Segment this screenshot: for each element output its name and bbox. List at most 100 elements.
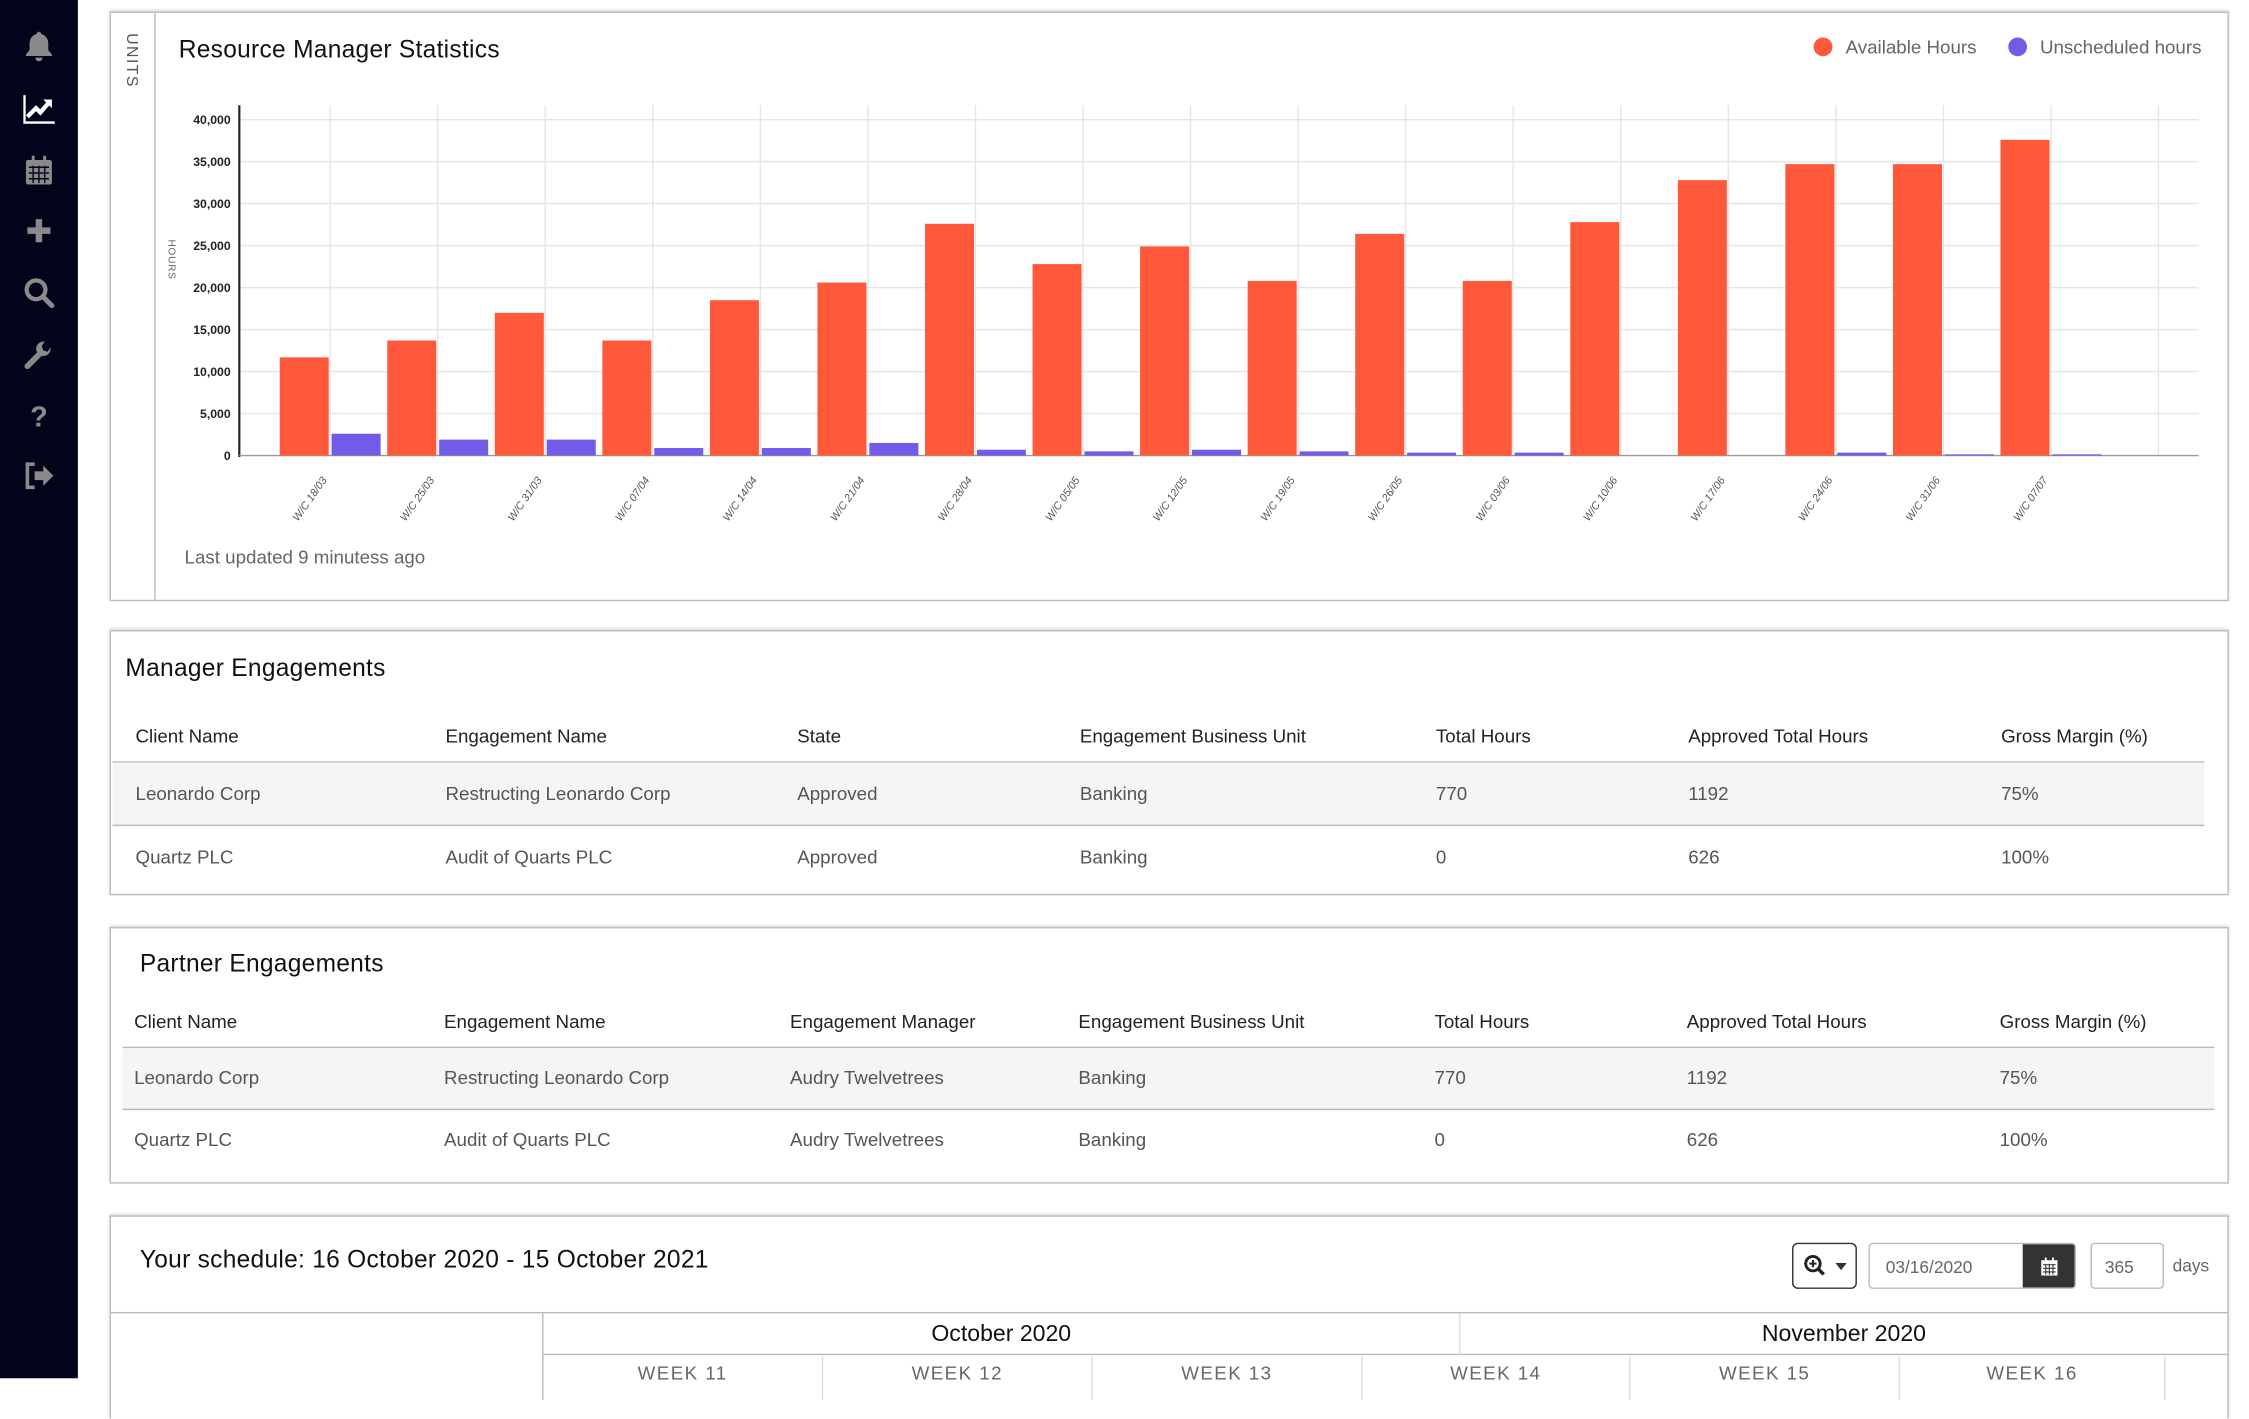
- column-header[interactable]: Approved Total Hours: [1688, 725, 1869, 747]
- table-cell: 75%: [2001, 782, 2039, 804]
- y-tick-label: 30,000: [193, 197, 231, 211]
- table-cell: Audit of Quarts PLC: [445, 845, 613, 868]
- table-header-row: Client Name Engagement Name Engagement Man…: [122, 996, 2215, 1049]
- units-panel: UNITS: [111, 12, 156, 600]
- bar-unscheduled-hours: [1191, 449, 1242, 456]
- table-cell: 770: [1435, 782, 1468, 804]
- table-row[interactable]: Quartz PLC Audit of Quarts PLC Approved Ban…: [112, 826, 2204, 888]
- bell-icon[interactable]: [17, 26, 60, 66]
- week-header[interactable]: WEEK 14: [1362, 1356, 1631, 1400]
- divider: [111, 1311, 2228, 1314]
- x-tick-label: W/C 12/05: [1151, 474, 1191, 523]
- table-cell: 770: [1434, 1066, 1466, 1089]
- y-tick-label: 40,000: [193, 113, 231, 127]
- column-header[interactable]: Engagement Business Unit: [1079, 725, 1306, 747]
- column-header[interactable]: Engagement Name: [444, 1009, 606, 1032]
- x-tick-label: W/C 31/06: [1904, 475, 1943, 524]
- calendar-icon[interactable]: [17, 150, 60, 190]
- bar-unscheduled-hours: [2052, 454, 2102, 456]
- days-input[interactable]: 365: [2090, 1242, 2164, 1289]
- question-icon[interactable]: ?: [17, 395, 60, 435]
- manager-engagements-title: Manager Engagements: [125, 654, 386, 682]
- bar-available-hours: [1140, 246, 1190, 456]
- column-header[interactable]: Engagement Name: [445, 725, 607, 747]
- month-header: October 2020: [543, 1313, 1461, 1356]
- column-header[interactable]: Client Name: [135, 725, 239, 747]
- legend-dot: [2008, 37, 2027, 57]
- last-updated: Last updated 9 minutess ago: [184, 546, 426, 569]
- partner-engagements-table: Client Name Engagement Name Engagement Man…: [122, 996, 2215, 1178]
- bar-available-hours: [602, 340, 652, 456]
- legend-label: Unscheduled hours: [2039, 36, 2202, 58]
- week-header[interactable]: WEEK 16: [1900, 1356, 2166, 1400]
- week-header[interactable]: WEEK 13: [1093, 1356, 1363, 1400]
- legend-item-unscheduled[interactable]: Unscheduled hours: [2008, 36, 2201, 58]
- bar-unscheduled-hours: [331, 433, 381, 456]
- x-tick-label: W/C 21/04: [828, 475, 867, 524]
- partner-engagements-card: Partner Engagements Client Name Engagemen…: [109, 927, 2229, 1184]
- table-cell: 0: [1435, 845, 1447, 868]
- manager-engagements-table: Client Name Engagement Name State Engagemen…: [112, 712, 2205, 894]
- table-cell: Restructing Leonardo Corp: [445, 782, 671, 804]
- legend-item-available[interactable]: Available Hours: [1813, 36, 1977, 58]
- table-cell: 100%: [1999, 1128, 2048, 1151]
- bar-available-hours: [1032, 264, 1082, 456]
- sign-out-icon[interactable]: [17, 456, 60, 496]
- column-header[interactable]: Total Hours: [1435, 725, 1531, 747]
- legend-label: Available Hours: [1845, 36, 1977, 58]
- week-header[interactable]: WEEK 12: [823, 1356, 1093, 1400]
- caret-down-icon: [1834, 1262, 1847, 1270]
- column-header[interactable]: Engagement Business Unit: [1078, 1009, 1305, 1032]
- table-cell: Leonardo Corp: [135, 782, 261, 804]
- bar-unscheduled-hours: [1084, 451, 1134, 456]
- column-header[interactable]: Approved Total Hours: [1686, 1009, 1867, 1032]
- table-row[interactable]: Leonardo Corp Restructing Leonardo Corp Au…: [122, 1048, 2215, 1111]
- x-tick-label: W/C 24/06: [1796, 475, 1835, 524]
- manager-engagements-card: Manager Engagements Client Name Engagemen…: [109, 630, 2229, 896]
- bar-available-hours: [494, 312, 544, 456]
- wrench-icon[interactable]: [17, 334, 60, 374]
- table-cell: 626: [1688, 845, 1720, 868]
- bar-available-hours: [1785, 164, 1835, 456]
- table-cell: 75%: [1999, 1066, 2038, 1089]
- week-header[interactable]: WEEK 11: [544, 1356, 824, 1400]
- column-header[interactable]: Engagement Manager: [790, 1009, 976, 1032]
- column-header[interactable]: Client Name: [134, 1009, 238, 1032]
- schedule-title: Your schedule: 16 October 2020 - 15 Octo…: [139, 1245, 709, 1274]
- table-row[interactable]: Quartz PLC Audit of Quarts PLC Audry Twelv…: [123, 1110, 2215, 1171]
- x-tick-label: W/C 03/06: [1474, 475, 1513, 524]
- bar-available-hours: [1462, 280, 1512, 456]
- zoom-dropdown[interactable]: [1792, 1242, 1857, 1289]
- search-icon[interactable]: [17, 272, 60, 312]
- zoom-in-icon: [1803, 1254, 1825, 1276]
- calendar-button[interactable]: [2022, 1244, 2075, 1288]
- bar-available-hours: [1247, 280, 1297, 456]
- week-header[interactable]: WEEK 15: [1631, 1356, 1901, 1400]
- schedule-timeline: October 2020 November 2020 WEEK 11 WEEK 12 W…: [111, 1313, 2228, 1400]
- column-header[interactable]: Gross Margin (%): [1999, 1009, 2147, 1032]
- days-label: days: [2172, 1255, 2210, 1276]
- table-row[interactable]: Leonardo Corp Restructing Leonardo Corp Ap…: [112, 762, 2205, 827]
- bar-available-hours: [709, 300, 759, 456]
- table-cell: Audry Twelvetrees: [790, 1066, 944, 1089]
- chart-line-icon[interactable]: [17, 88, 60, 128]
- plus-icon[interactable]: [17, 210, 60, 250]
- units-label: UNITS: [122, 33, 140, 88]
- bar-unscheduled-hours: [1944, 454, 1994, 456]
- column-header[interactable]: Gross Margin (%): [2001, 725, 2148, 747]
- table-cell: Audit of Quarts PLC: [444, 1128, 611, 1151]
- bar-available-hours: [1677, 180, 1727, 456]
- table-cell: Banking: [1079, 845, 1148, 868]
- column-header[interactable]: State: [797, 725, 842, 747]
- column-header[interactable]: Total Hours: [1434, 1009, 1530, 1032]
- chart-title: Resource Manager Statistics: [178, 36, 500, 64]
- table-cell: Approved: [797, 782, 878, 804]
- bar-available-hours: [1892, 164, 1942, 456]
- start-date-field[interactable]: 03/16/2020: [1868, 1242, 2077, 1289]
- y-tick-label: 25,000: [193, 239, 231, 253]
- bar-unscheduled-hours: [654, 448, 704, 456]
- bar-available-hours: [1570, 222, 1620, 456]
- bar-available-hours: [1355, 233, 1405, 456]
- sidebar: ?: [0, 0, 78, 1379]
- table-cell: Audry Twelvetrees: [790, 1128, 944, 1151]
